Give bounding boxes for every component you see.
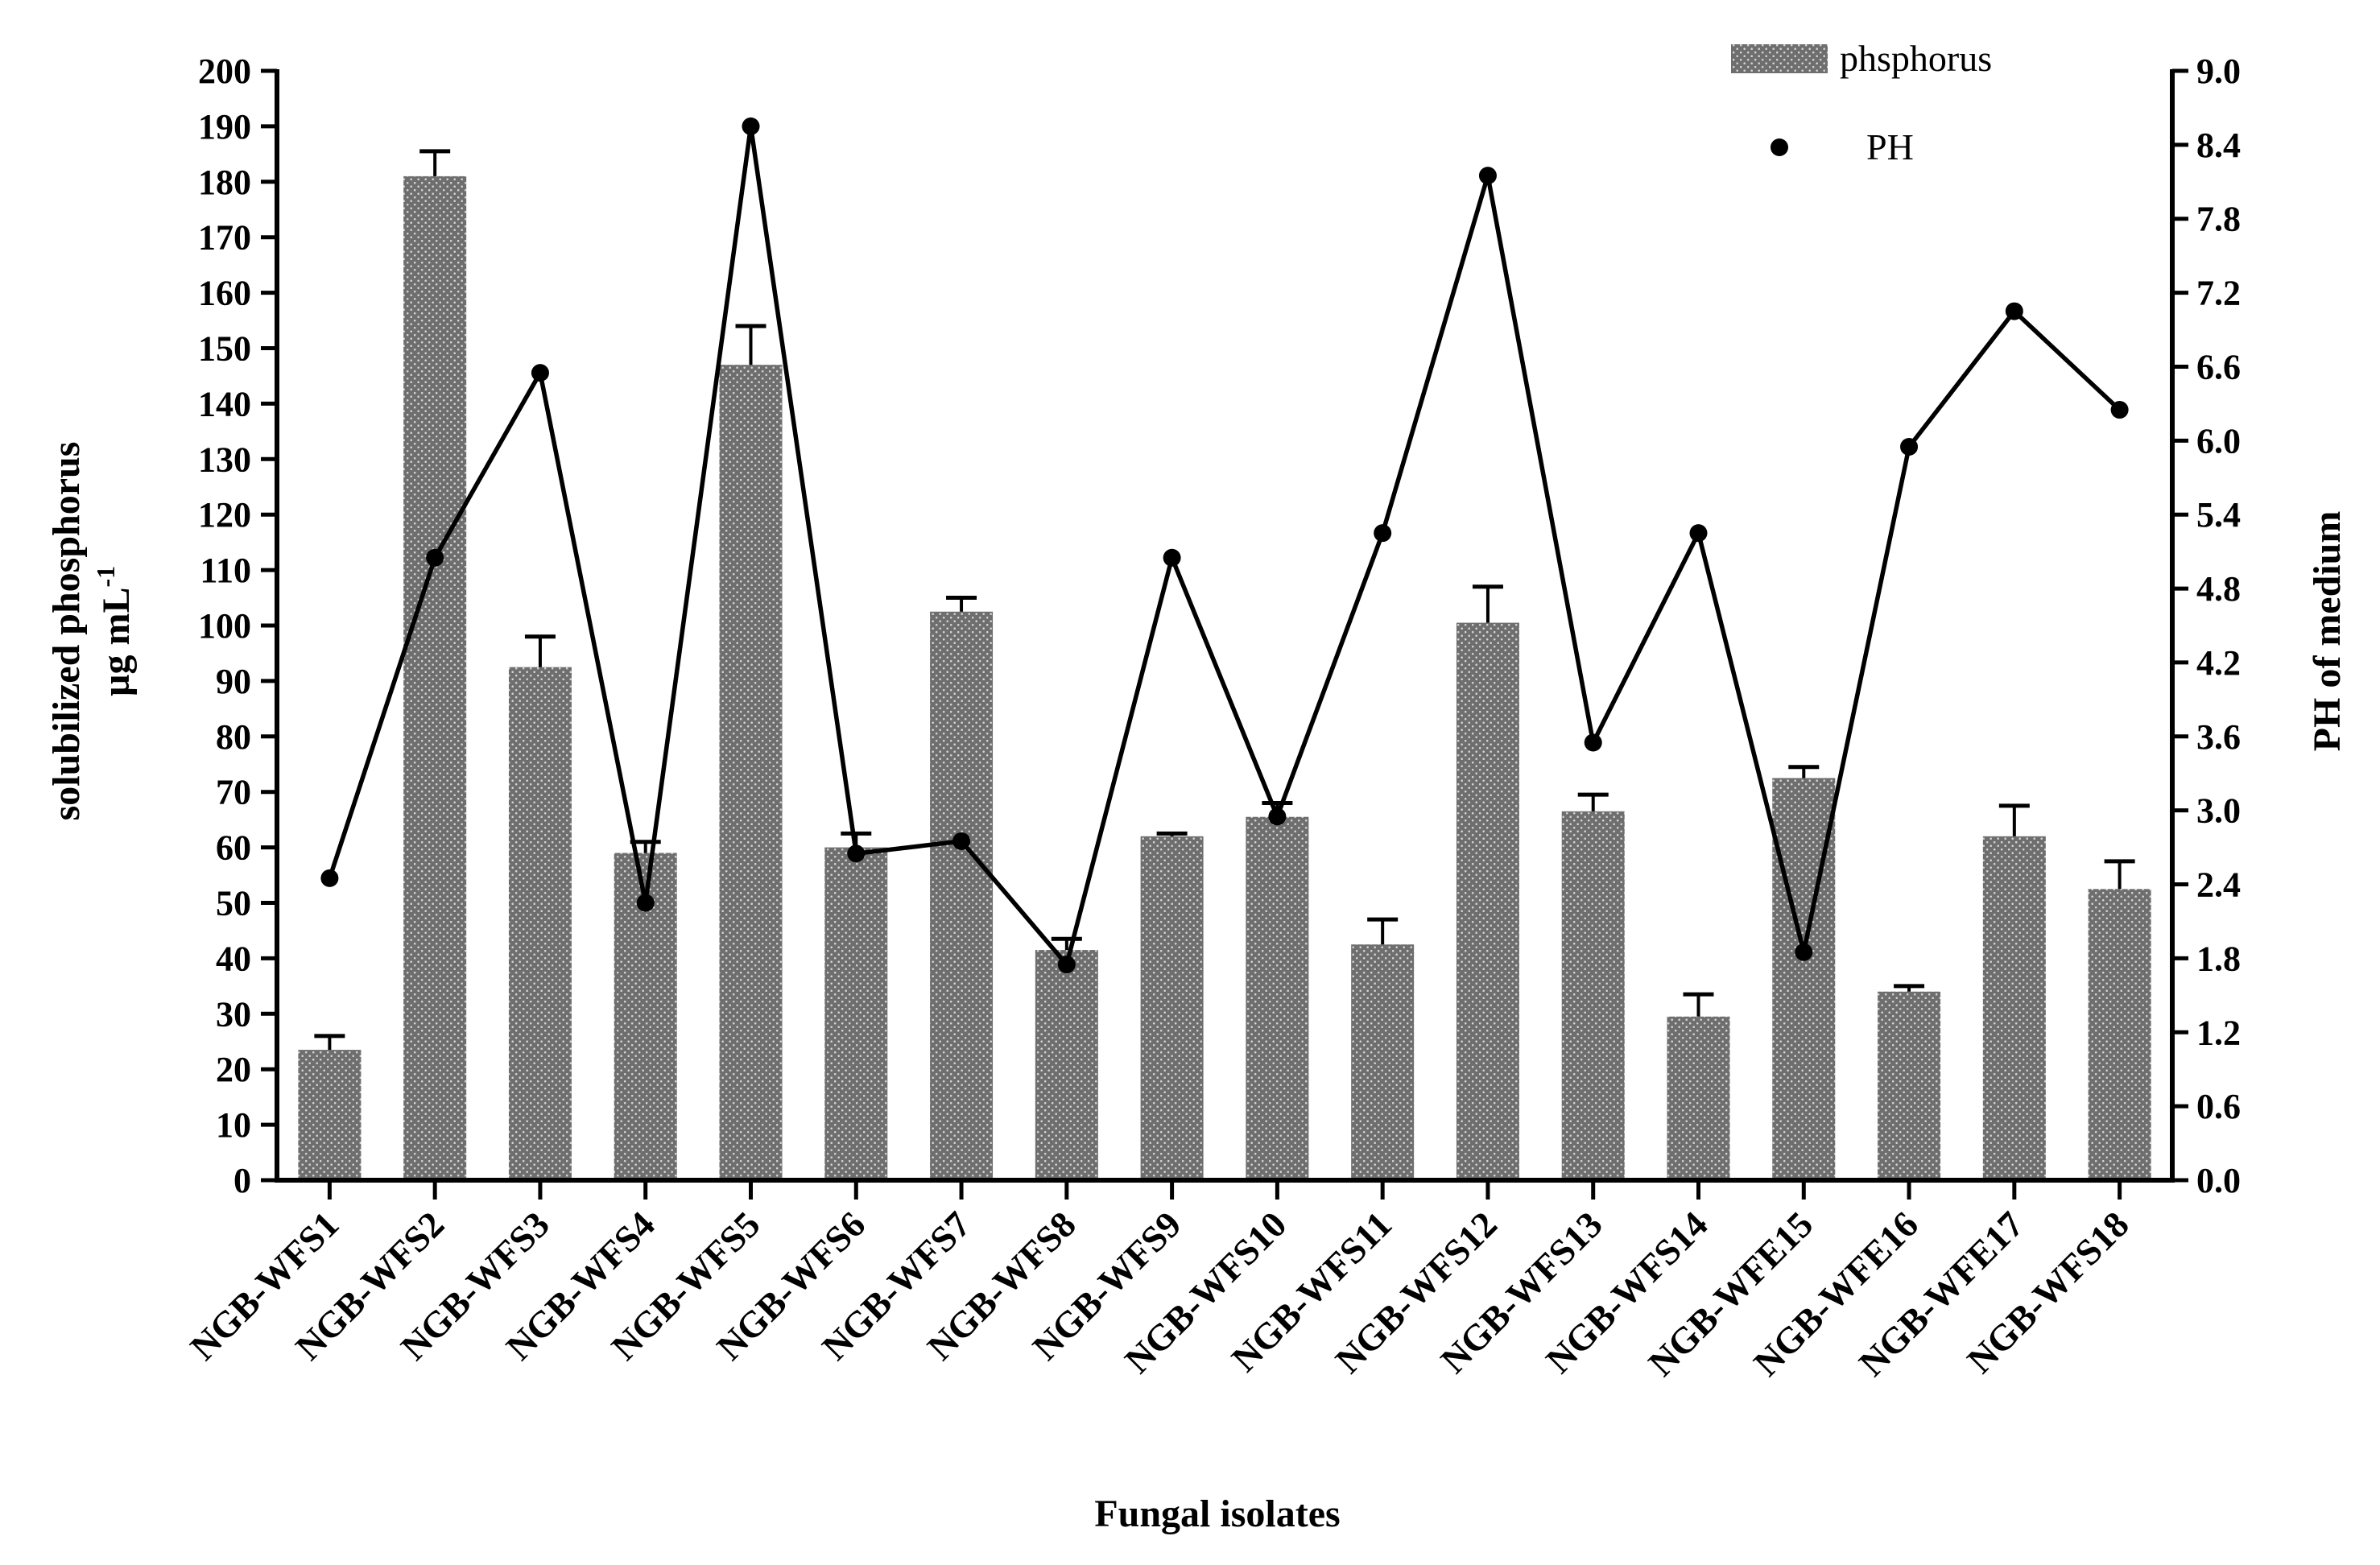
bar-NGB-WFS5 — [719, 365, 783, 1180]
left-tick-label: 30 — [216, 994, 251, 1034]
ph-point-NGB-WFS5 — [742, 117, 760, 135]
right-tick-label: 9.0 — [2196, 52, 2241, 91]
ph-point-NGB-WFE17 — [2005, 302, 2023, 320]
ph-point-NGB-WFS13 — [1584, 733, 1602, 752]
legend: phsphorus PH — [1731, 38, 1992, 167]
right-tick-label: 8.4 — [2196, 126, 2241, 165]
ph-point-NGB-WFS4 — [636, 894, 655, 912]
left-tick-label: 0 — [233, 1161, 251, 1200]
ph-line — [327, 124, 2122, 967]
ph-point-NGB-WFS14 — [1689, 524, 1708, 543]
right-y-axis-ticks: 0.0 0.6 1.2 1.8 2.4 3.0 3.6 4.2 4.8 5.4 6.0 6.6 7.2 7… — [2172, 52, 2241, 1200]
y-axis-unit: µg mL-1 — [91, 566, 138, 696]
ph-point-NGB-WFS9 — [1163, 548, 1181, 567]
y-axis-title: solubilized phosphorus — [45, 442, 88, 821]
bar-NGB-WFS14 — [1667, 1016, 1730, 1180]
legend-ph-marker — [1771, 138, 1788, 156]
left-tick-label: 190 — [198, 107, 251, 147]
ph-point-NGB-WFS3 — [531, 364, 549, 382]
bar-NGB-WFS8 — [1035, 950, 1098, 1180]
left-y-axis-ticks: 0 10 20 30 40 50 60 70 80 90 100 110 120 130 140 150 160… — [198, 52, 277, 1200]
bar-NGB-WFE17 — [1982, 836, 2046, 1180]
right-tick-label: 2.4 — [2196, 865, 2241, 905]
ph-line-series — [320, 117, 2129, 974]
bar-NGB-WFS11 — [1351, 944, 1415, 1180]
right-tick-label: 0.0 — [2196, 1161, 2241, 1200]
legend-label-phosphorus: phsphorus — [1840, 38, 1992, 79]
bar-NGB-WFS18 — [2088, 889, 2151, 1180]
ph-point-NGB-WFS18 — [2110, 401, 2129, 419]
left-tick-label: 50 — [216, 884, 251, 923]
right-tick-label: 1.8 — [2196, 939, 2241, 978]
left-tick-label: 140 — [198, 384, 251, 423]
ph-point-NGB-WFE15 — [1795, 943, 1813, 961]
y2-axis-title: PH of medium — [2306, 511, 2349, 752]
left-tick-label: 170 — [198, 218, 251, 258]
bar-NGB-WFE16 — [1878, 991, 1941, 1180]
ph-point-NGB-WFS10 — [1268, 807, 1287, 826]
ph-point-NGB-WFS6 — [847, 844, 866, 863]
bar-NGB-WFS7 — [930, 611, 994, 1180]
left-tick-label: 160 — [198, 274, 251, 313]
left-tick-label: 110 — [200, 551, 251, 590]
bar-NGB-WFS1 — [298, 1050, 362, 1180]
left-tick-label: 150 — [198, 329, 251, 369]
left-tick-label: 70 — [216, 773, 251, 812]
right-tick-label: 4.2 — [2196, 643, 2241, 683]
bar-NGB-WFS9 — [1140, 836, 1204, 1180]
x-axis-ticks: NGB-WFS1NGB-WFS2NGB-WFS3NGB-WFS4NGB-WFS5… — [182, 1180, 2137, 1384]
bar-NGB-WFS6 — [824, 847, 888, 1180]
left-tick-label: 90 — [216, 662, 251, 701]
right-tick-label: 3.0 — [2196, 791, 2241, 831]
right-tick-label: 6.0 — [2196, 421, 2241, 460]
left-tick-label: 20 — [216, 1050, 251, 1089]
left-tick-label: 40 — [216, 939, 251, 978]
y-axis-unit-base: µg mL — [95, 588, 138, 697]
ph-point-NGB-WFS8 — [1057, 956, 1076, 974]
right-tick-label: 5.4 — [2196, 495, 2241, 535]
ph-point-NGB-WFS1 — [320, 869, 339, 887]
left-tick-label: 180 — [198, 163, 251, 202]
bar-NGB-WFS2 — [403, 175, 467, 1180]
left-tick-label: 200 — [198, 52, 251, 91]
right-tick-label: 6.6 — [2196, 347, 2241, 386]
ph-point-NGB-WFS2 — [426, 548, 444, 567]
right-tick-label: 3.6 — [2196, 717, 2241, 757]
ph-point-NGB-WFE16 — [1900, 437, 1919, 456]
bar-NGB-WFS3 — [508, 667, 572, 1180]
ph-point-NGB-WFS11 — [1374, 524, 1392, 543]
right-tick-label: 4.8 — [2196, 569, 2241, 609]
ph-point-NGB-WFS7 — [952, 832, 971, 850]
bar-series — [298, 175, 2151, 1180]
left-tick-label: 130 — [198, 440, 251, 479]
left-tick-label: 60 — [216, 828, 251, 868]
right-tick-label: 0.6 — [2196, 1087, 2241, 1126]
left-tick-label: 10 — [216, 1105, 251, 1145]
bar-NGB-WFS10 — [1246, 816, 1309, 1180]
bar-NGB-WFS12 — [1456, 622, 1519, 1180]
y-axis-unit-superscript: -1 — [91, 566, 120, 588]
right-tick-label: 1.2 — [2196, 1013, 2241, 1052]
left-tick-label: 120 — [198, 495, 251, 535]
x-axis-title: Fungal isolates — [1094, 1493, 1340, 1535]
left-tick-label: 100 — [198, 606, 251, 646]
right-tick-label: 7.8 — [2196, 200, 2241, 239]
left-tick-label: 80 — [216, 717, 251, 757]
legend-label-ph: PH — [1866, 126, 1914, 167]
ph-point-NGB-WFS12 — [1478, 167, 1497, 185]
right-tick-label: 7.2 — [2196, 274, 2241, 313]
bar-NGB-WFS13 — [1561, 811, 1625, 1180]
legend-bar-swatch — [1731, 44, 1828, 73]
